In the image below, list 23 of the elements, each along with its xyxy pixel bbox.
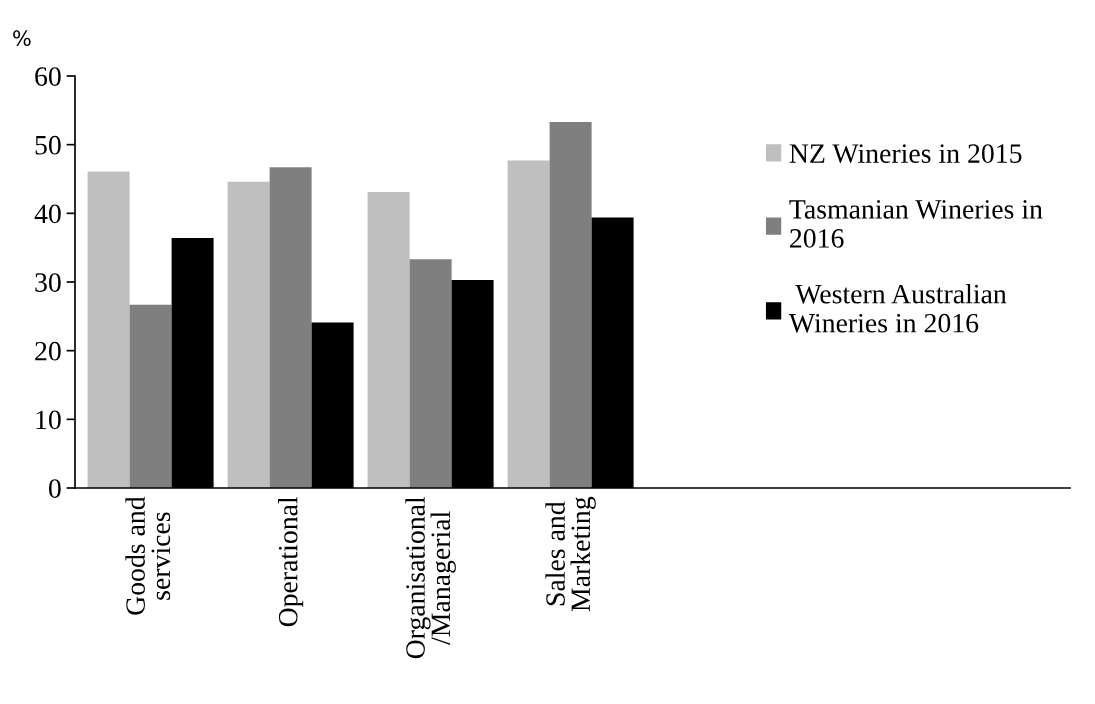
y-tick-label: 40 [34,204,61,224]
bar [409,259,452,488]
y-tick-label: 0 [48,479,61,498]
legend-label: Western Australian Wineries in 2016 [788,283,1007,333]
legend-label: NZ Wineries in 2015 [789,144,1022,164]
bar [87,171,130,488]
bar [227,181,270,488]
x-tick-label: Goods and services [125,496,171,615]
x-tick-label: Sales and Marketing [545,496,596,612]
bar [269,167,312,488]
y-tick-label: 20 [35,341,61,361]
y-tick-label: 30 [35,273,61,292]
bar [549,122,592,488]
y-tick-label: 60 [35,67,61,86]
bar [129,304,172,488]
x-tick-label: Organisational /Managerial [405,496,456,659]
bar [367,192,410,488]
y-axis-title: % [13,30,31,47]
y-tick-label: 10 [36,410,61,430]
y-tick-label: 50 [35,135,61,155]
bar [507,160,550,488]
x-tick-label: Operational [278,496,304,627]
legend-label: Tasmanian Wineries in 2016 [789,200,1043,248]
